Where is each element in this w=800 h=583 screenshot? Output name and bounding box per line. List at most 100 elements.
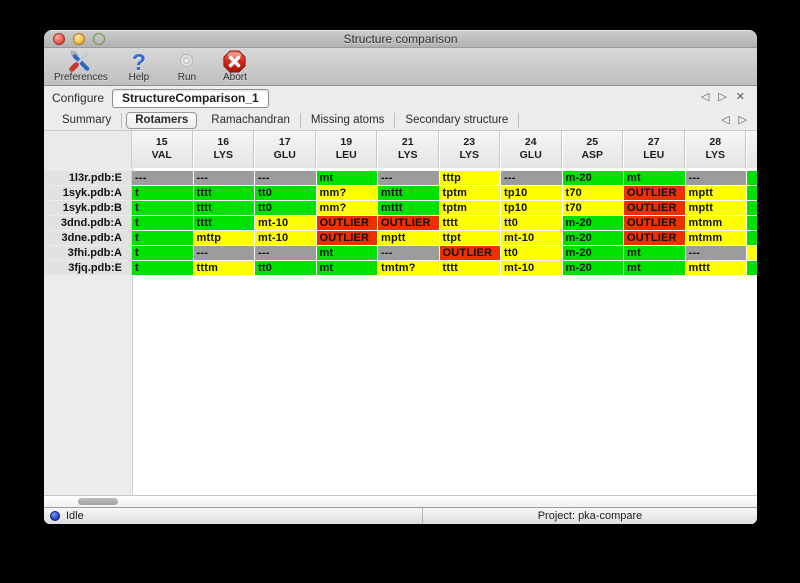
rotamer-cell[interactable]: ttpt bbox=[439, 231, 500, 245]
close-config-button[interactable]: ✕ bbox=[735, 91, 745, 103]
rotamer-cell[interactable]: tptm bbox=[439, 186, 500, 200]
column-header[interactable]: 17 GLU bbox=[255, 131, 316, 168]
rotamer-cell[interactable]: --- bbox=[255, 171, 316, 185]
rotamer-cell[interactable]: tt0 bbox=[501, 216, 562, 230]
rotamer-cell[interactable]: mt bbox=[624, 171, 685, 185]
rotamer-cell[interactable]: mptt bbox=[685, 201, 746, 215]
horizontal-scrollbar-thumb[interactable] bbox=[78, 498, 118, 505]
rotamer-cell[interactable]: t70 bbox=[562, 201, 623, 215]
rotamer-cell[interactable]: m-20 bbox=[562, 261, 623, 275]
rotamer-cell[interactable]: OUTLIER bbox=[624, 201, 685, 215]
rotamer-cell[interactable]: mt bbox=[316, 246, 377, 260]
row-label[interactable]: 3dne.pdb:A bbox=[44, 231, 132, 245]
close-window-button[interactable] bbox=[53, 33, 65, 45]
column-header[interactable]: 21 LYS bbox=[378, 131, 439, 168]
rotamer-cell[interactable] bbox=[747, 261, 757, 275]
rotamer-cell[interactable]: mttt bbox=[685, 261, 746, 275]
rotamer-cell[interactable]: m-20 bbox=[562, 231, 623, 245]
rotamer-cell[interactable]: mtmm bbox=[685, 216, 746, 230]
row-label[interactable]: 3dnd.pdb:A bbox=[44, 216, 132, 230]
rotamer-cell[interactable]: t bbox=[132, 216, 193, 230]
column-header[interactable]: 25 ASP bbox=[562, 131, 623, 168]
row-label[interactable]: 3fjq.pdb:E bbox=[44, 261, 132, 275]
rotamer-cell[interactable]: m-20 bbox=[562, 216, 623, 230]
rotamer-cell[interactable]: tp10 bbox=[501, 201, 562, 215]
rotamer-cell[interactable]: tttt bbox=[439, 216, 500, 230]
title-bar[interactable]: Structure comparison bbox=[44, 30, 757, 48]
rotamer-cell[interactable]: mtmm bbox=[685, 231, 746, 245]
rotamer-cell[interactable] bbox=[747, 171, 757, 185]
tabs-scroll-left-button[interactable]: ◁ bbox=[721, 114, 730, 126]
configuration-name-field[interactable]: StructureComparison_1 bbox=[112, 88, 269, 108]
rotamer-cell[interactable]: tt0 bbox=[255, 201, 316, 215]
row-label[interactable]: 1syk.pdb:B bbox=[44, 201, 132, 215]
rotamer-cell[interactable]: mt-10 bbox=[501, 231, 562, 245]
rotamer-cell[interactable]: OUTLIER bbox=[439, 246, 500, 260]
rotamer-cell[interactable]: mt-10 bbox=[255, 231, 316, 245]
rotamer-cell[interactable]: --- bbox=[132, 171, 193, 185]
tab-ramachandran[interactable]: Ramachandran bbox=[201, 112, 301, 128]
rotamer-cell[interactable]: tttm bbox=[193, 261, 254, 275]
next-config-button[interactable]: ▷ bbox=[718, 91, 727, 103]
row-label[interactable]: 1l3r.pdb:E bbox=[44, 171, 132, 185]
rotamer-cell[interactable]: --- bbox=[378, 246, 439, 260]
rotamer-cell[interactable]: mt bbox=[316, 261, 377, 275]
rotamer-cell[interactable]: tptm bbox=[439, 201, 500, 215]
rotamer-cell[interactable]: mt bbox=[624, 246, 685, 260]
rotamer-cell[interactable]: mptt bbox=[685, 186, 746, 200]
rotamer-cell[interactable]: tp10 bbox=[501, 186, 562, 200]
rotamer-cell[interactable]: --- bbox=[193, 246, 254, 260]
prev-config-button[interactable]: ◁ bbox=[700, 91, 710, 103]
rotamer-cell[interactable]: m-20 bbox=[562, 171, 623, 185]
rotamer-cell[interactable]: OUTLIER bbox=[316, 231, 377, 245]
rotamer-cell[interactable]: t bbox=[132, 261, 193, 275]
tab-missing-atoms[interactable]: Missing atoms bbox=[301, 112, 396, 128]
column-header[interactable]: 24 GLU bbox=[501, 131, 562, 168]
run-button[interactable]: Run bbox=[170, 50, 204, 83]
rotamer-cell[interactable]: --- bbox=[501, 171, 562, 185]
rotamer-cell[interactable]: t70 bbox=[562, 186, 623, 200]
rotamer-cell[interactable]: --- bbox=[255, 246, 316, 260]
rotamer-cell[interactable]: t bbox=[132, 231, 193, 245]
column-header[interactable]: 16 LYS bbox=[193, 131, 254, 168]
rotamer-cell[interactable]: OUTLIER bbox=[378, 216, 439, 230]
rotamer-cell[interactable]: OUTLIER bbox=[624, 216, 685, 230]
rotamer-cell[interactable]: mt-10 bbox=[255, 216, 316, 230]
column-header[interactable]: 28 LYS bbox=[685, 131, 746, 168]
column-header[interactable]: 15 VAL bbox=[132, 131, 193, 168]
rotamer-cell[interactable]: tttt bbox=[193, 201, 254, 215]
horizontal-scrollbar[interactable] bbox=[44, 495, 757, 507]
rotamer-cell[interactable]: mt-10 bbox=[501, 261, 562, 275]
rotamer-cell[interactable]: t bbox=[132, 201, 193, 215]
tab-secondary-structure[interactable]: Secondary structure bbox=[395, 112, 520, 128]
column-header[interactable] bbox=[747, 131, 757, 168]
rotamer-cell[interactable]: tt0 bbox=[501, 246, 562, 260]
rotamer-cell[interactable]: --- bbox=[378, 171, 439, 185]
rotamer-cell[interactable]: mm? bbox=[316, 186, 377, 200]
rotamer-cell[interactable]: --- bbox=[193, 171, 254, 185]
rotamer-cell[interactable]: mt bbox=[624, 261, 685, 275]
abort-button[interactable]: Abort bbox=[218, 50, 252, 83]
rotamer-cell[interactable]: mttt bbox=[378, 201, 439, 215]
tab-summary[interactable]: Summary bbox=[52, 112, 123, 128]
rotamer-cell[interactable]: mttt bbox=[378, 186, 439, 200]
rotamer-cell[interactable]: tt0 bbox=[255, 186, 316, 200]
rotamer-cell[interactable]: mm? bbox=[316, 201, 377, 215]
rotamer-cell[interactable]: mptt bbox=[378, 231, 439, 245]
rotamer-cell[interactable]: tttt bbox=[193, 186, 254, 200]
rotamer-cell[interactable]: mt bbox=[316, 171, 377, 185]
rotamer-cell[interactable]: tmtm? bbox=[378, 261, 439, 275]
rotamer-cell[interactable] bbox=[747, 246, 757, 260]
help-button[interactable]: ? Help bbox=[122, 50, 156, 83]
rotamer-cell[interactable]: t bbox=[132, 186, 193, 200]
row-label[interactable]: 3fhi.pdb:A bbox=[44, 246, 132, 260]
rotamer-cell[interactable] bbox=[747, 231, 757, 245]
rotamer-cell[interactable]: t bbox=[132, 246, 193, 260]
tab-rotamers[interactable]: Rotamers bbox=[126, 111, 198, 129]
rotamer-cell[interactable]: m-20 bbox=[562, 246, 623, 260]
rotamer-cell[interactable]: OUTLIER bbox=[624, 231, 685, 245]
row-label[interactable]: 1syk.pdb:A bbox=[44, 186, 132, 200]
rotamer-cell[interactable]: --- bbox=[685, 246, 746, 260]
zoom-window-button[interactable] bbox=[93, 33, 105, 45]
rotamer-cell[interactable]: tttp bbox=[439, 171, 500, 185]
